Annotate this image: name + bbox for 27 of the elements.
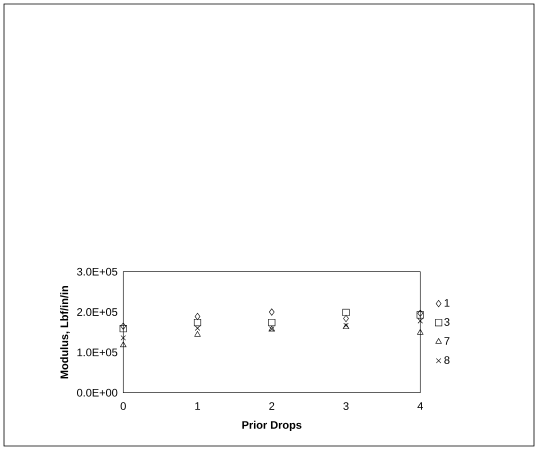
point	[120, 325, 127, 332]
x-tick-label: 3	[343, 402, 349, 410]
point	[120, 342, 126, 348]
legend-label: 8	[444, 356, 450, 364]
x-tick-label: 2	[269, 402, 274, 410]
point	[343, 314, 349, 322]
point	[342, 308, 350, 316]
point	[418, 318, 423, 324]
point	[417, 329, 424, 335]
point	[194, 312, 200, 320]
point	[120, 335, 126, 340]
x-axis-title: Prior Drops	[242, 420, 302, 431]
point	[268, 318, 276, 326]
point	[194, 318, 202, 326]
legend-label: 1	[444, 299, 450, 307]
legend-label: 7	[444, 337, 450, 345]
y-tick-label: 2.0E+05	[77, 308, 118, 316]
y-axis-title: Modulus, Lbf/in/in	[60, 286, 70, 378]
x-tick-label: 1	[195, 402, 200, 410]
y-tick-label: 3.0E+05	[77, 268, 118, 276]
legend-label: 3	[444, 318, 450, 326]
x-tick-label: 0	[120, 402, 126, 410]
y-tick-label: 0.0E+00	[77, 388, 118, 397]
y-tick-label: 1.0E+05	[77, 348, 118, 356]
x-tick-label: 4	[417, 402, 423, 410]
point	[120, 322, 126, 330]
point	[268, 308, 275, 316]
